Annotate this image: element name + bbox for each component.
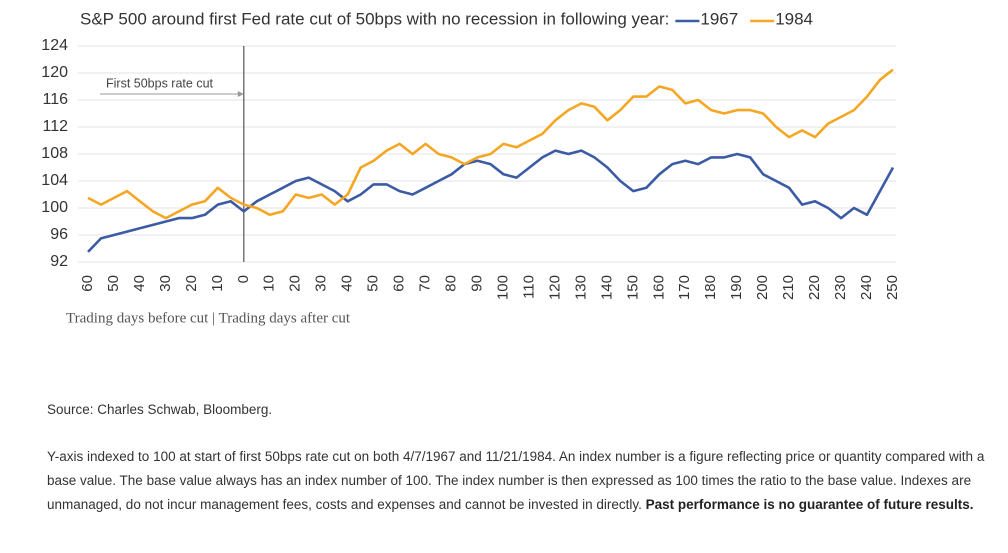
x-tick-label: 30 (157, 275, 174, 292)
y-tick-label: 104 (41, 172, 68, 189)
x-tick-label: 20 (287, 275, 304, 292)
x-tick-label: 50 (365, 275, 382, 292)
note: Y-axis indexed to 100 at start of first … (47, 445, 1002, 517)
note-text: Y-axis indexed to 100 at start of first … (47, 449, 985, 512)
source: Source: Charles Schwab, Bloomberg. (47, 402, 273, 417)
note-bold: Past performance is no guarantee of futu… (645, 497, 974, 512)
y-tick-label: 116 (42, 91, 68, 108)
y-tick-label: 120 (41, 64, 68, 81)
x-tick-label: 60 (391, 275, 408, 292)
x-tick-label: 150 (624, 275, 641, 300)
x-tick-label: 190 (728, 275, 745, 300)
x-tick-label: 40 (339, 275, 356, 292)
y-tick-label: 92 (50, 253, 68, 270)
y-tick-label: 108 (41, 145, 68, 162)
x-tick-label: 140 (598, 275, 615, 300)
x-tick-label: 210 (780, 275, 797, 300)
x-tick-label: 30 (313, 275, 330, 292)
series-line (87, 149, 895, 253)
x-tick-label: 100 (494, 275, 511, 300)
x-tick-label: 130 (572, 275, 589, 300)
x-tick-label: 250 (884, 275, 901, 300)
legend-label: 1967 (700, 9, 738, 28)
x-tick-label: 90 (468, 275, 485, 292)
x-tick-label: 200 (754, 275, 771, 300)
x-tick-label: 70 (417, 275, 434, 292)
annotation-text: First 50bps rate cut (106, 76, 214, 90)
x-axis-label: Trading days before cut | Trading days a… (66, 310, 351, 326)
x-tick-label: 160 (650, 275, 667, 300)
y-tick-label: 112 (42, 118, 68, 135)
x-tick-label: 120 (546, 275, 563, 300)
series-line (87, 68, 894, 220)
x-tick-label: 220 (806, 275, 823, 300)
x-tick-label: 110 (520, 275, 537, 299)
x-tick-label: 60 (79, 275, 96, 292)
x-tick-label: 170 (676, 275, 693, 300)
x-tick-label: 20 (183, 275, 200, 292)
chart: S&P 500 around first Fed rate cut of 50b… (41, 9, 901, 326)
legend-label: 1984 (775, 9, 813, 28)
x-tick-label: 40 (131, 275, 148, 292)
x-tick-label: 10 (209, 275, 226, 292)
x-tick-label: 80 (443, 275, 460, 292)
y-tick-label: 96 (50, 226, 68, 243)
x-tick-label: 50 (105, 275, 122, 292)
chart-title: S&P 500 around first Fed rate cut of 50b… (80, 9, 669, 28)
y-tick-label: 100 (41, 199, 68, 216)
y-tick-label: 124 (41, 37, 68, 54)
x-tick-label: 10 (261, 275, 278, 292)
annotation-arrowhead (237, 91, 244, 97)
x-tick-label: 240 (858, 275, 875, 300)
x-tick-label: 230 (832, 275, 849, 300)
x-tick-label: 0 (235, 275, 252, 283)
x-tick-label: 180 (702, 275, 719, 300)
